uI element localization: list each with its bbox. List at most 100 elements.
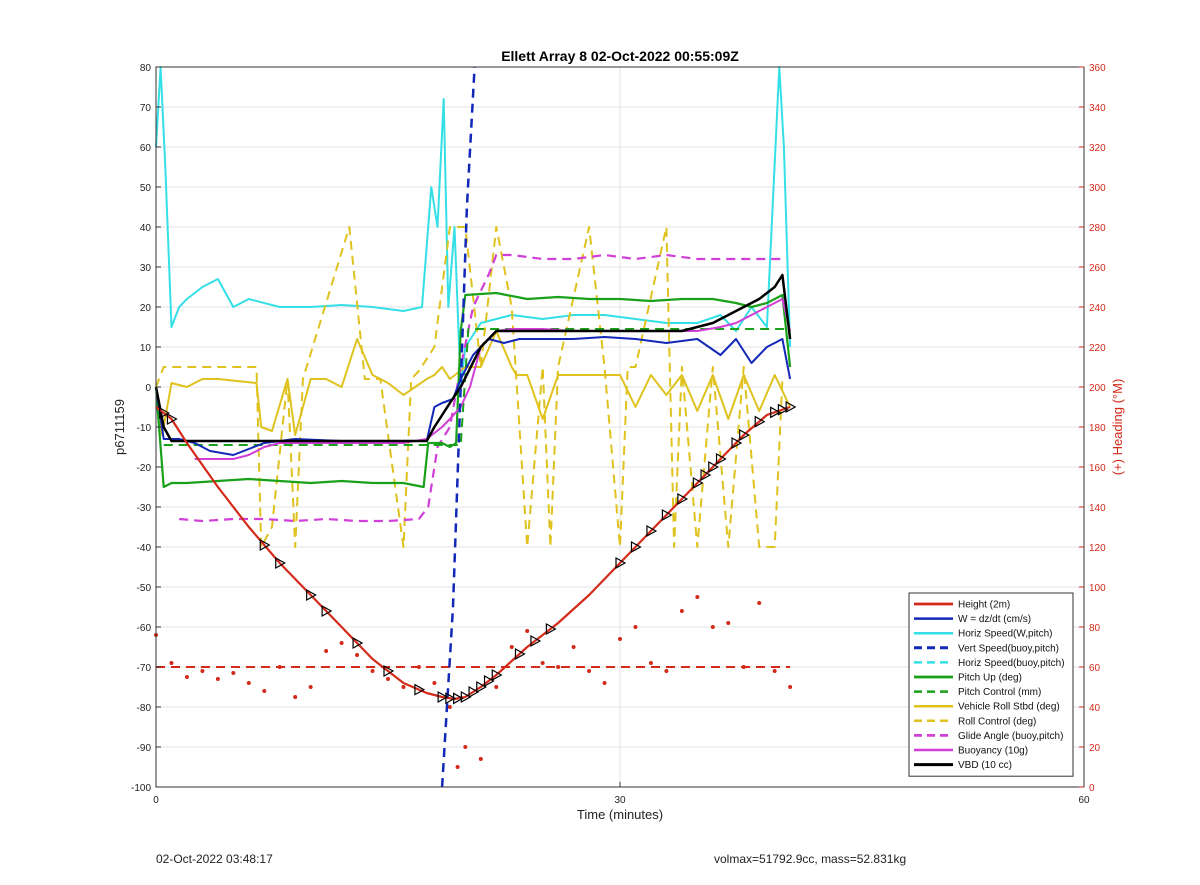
y-tick-label-right: 260 [1089, 263, 1106, 274]
height-marker [754, 415, 766, 428]
y-tick-label-left: -60 [137, 623, 152, 634]
heading-point [463, 745, 468, 749]
heading-point [556, 665, 561, 669]
height-marker [306, 588, 317, 602]
heading-point [339, 641, 344, 645]
height-marker [483, 674, 495, 688]
y-tick-label-right: 320 [1089, 143, 1106, 154]
marker-layer [159, 400, 797, 705]
series-line-10 [194, 298, 792, 460]
heading-point [679, 609, 684, 613]
height-marker [739, 428, 750, 442]
legend-label: Roll Control (deg) [958, 716, 1036, 727]
heading-point [509, 645, 514, 649]
heading-point [293, 695, 298, 699]
heading-point [455, 765, 460, 769]
height-marker [414, 683, 426, 696]
heading-point [386, 677, 390, 681]
y-axis-label-right: (+) Heading (°M) [1110, 379, 1125, 476]
y-tick-label-right: 220 [1089, 343, 1106, 354]
legend-box [908, 592, 1074, 777]
height-marker [166, 412, 178, 426]
series-line-5 [154, 291, 792, 489]
y-tick-label-right: 340 [1089, 103, 1106, 114]
height-marker [259, 538, 271, 552]
tick-layer: -100-90-80-70-60-50-40-30-20-10010203040… [131, 63, 1106, 806]
heading-point [200, 669, 205, 673]
legend-label: Vert Speed(buoy,pitch) [958, 643, 1059, 654]
heading-point [587, 669, 592, 673]
height-marker [661, 508, 673, 522]
y-tick-label-right: 140 [1089, 503, 1106, 514]
height-marker [460, 690, 472, 704]
height-marker [453, 692, 464, 705]
y-tick-label-left: 60 [140, 143, 152, 154]
y-tick-label-right: 80 [1089, 623, 1101, 634]
heading-point [401, 685, 406, 689]
heading-point [231, 671, 236, 675]
height-marker [630, 540, 642, 554]
heading-point [169, 661, 174, 665]
y-tick-label-left: 30 [140, 263, 152, 274]
height-marker [437, 690, 449, 704]
heading-point [633, 625, 638, 629]
legend-label: Pitch Up (deg) [958, 673, 1022, 684]
series-line-0 [155, 405, 791, 701]
height-marker [770, 406, 781, 419]
footer-timestamp: 02-Oct-2022 03:48:17 [156, 852, 273, 866]
heading-point [416, 665, 421, 669]
legend-label: Height (2m) [958, 600, 1010, 611]
series-line-1 [155, 336, 792, 456]
heading-point [370, 669, 375, 673]
heading-point [308, 685, 313, 689]
series-line-11 [154, 273, 792, 443]
legend-label: Buoyancy (10g) [958, 746, 1028, 757]
height-marker [383, 664, 395, 678]
y-tick-label-left: 80 [140, 63, 152, 74]
y-tick-label-left: -80 [137, 703, 152, 714]
y-tick-label-right: 0 [1089, 783, 1095, 794]
height-marker [352, 636, 364, 650]
x-axis-label: Time (minutes) [577, 807, 663, 822]
heading-point [648, 661, 653, 665]
y-tick-label-right: 40 [1089, 703, 1101, 714]
y-tick-label-right: 360 [1089, 63, 1106, 74]
y-tick-label-right: 100 [1089, 583, 1106, 594]
y-tick-label-left: -90 [137, 743, 152, 754]
height-marker [677, 492, 689, 506]
y-tick-label-left: -20 [137, 463, 152, 474]
legend-label: W = dz/dt (cm/s) [958, 614, 1031, 625]
y-tick-label-right: 200 [1089, 383, 1106, 394]
series-layer [154, 66, 792, 788]
heading-point [478, 757, 483, 761]
series-line-3 [440, 66, 476, 788]
series-line-7 [155, 330, 792, 436]
heading-point [324, 649, 329, 653]
height-marker [476, 680, 488, 694]
height-marker [692, 476, 704, 490]
heading-point [525, 629, 530, 633]
height-marker [785, 400, 797, 414]
height-marker [715, 452, 727, 466]
heading-point [757, 601, 762, 605]
y-tick-label-right: 60 [1089, 663, 1101, 674]
heading-point [710, 625, 715, 629]
y-axis-label-left: p6711159 [112, 399, 127, 455]
y-tick-label-right: 160 [1089, 463, 1106, 474]
y-tick-label-right: 180 [1089, 423, 1106, 434]
y-tick-label-left: 20 [140, 303, 152, 314]
series-line-2 [155, 66, 792, 388]
y-tick-label-left: 50 [140, 183, 152, 194]
legend-label: Pitch Control (mm) [958, 687, 1041, 698]
height-marker [615, 556, 627, 570]
chart-title: Ellett Array 8 02-Oct-2022 00:55:09Z [501, 48, 739, 64]
heading-point [726, 621, 731, 625]
heading-point [184, 675, 189, 679]
legend-label: Vehicle Roll Stbd (deg) [958, 702, 1060, 713]
heading-point [695, 595, 700, 599]
heading-point [447, 705, 452, 709]
height-marker [545, 622, 557, 636]
heading-point [246, 681, 251, 685]
x-tick-label: 30 [614, 795, 626, 806]
